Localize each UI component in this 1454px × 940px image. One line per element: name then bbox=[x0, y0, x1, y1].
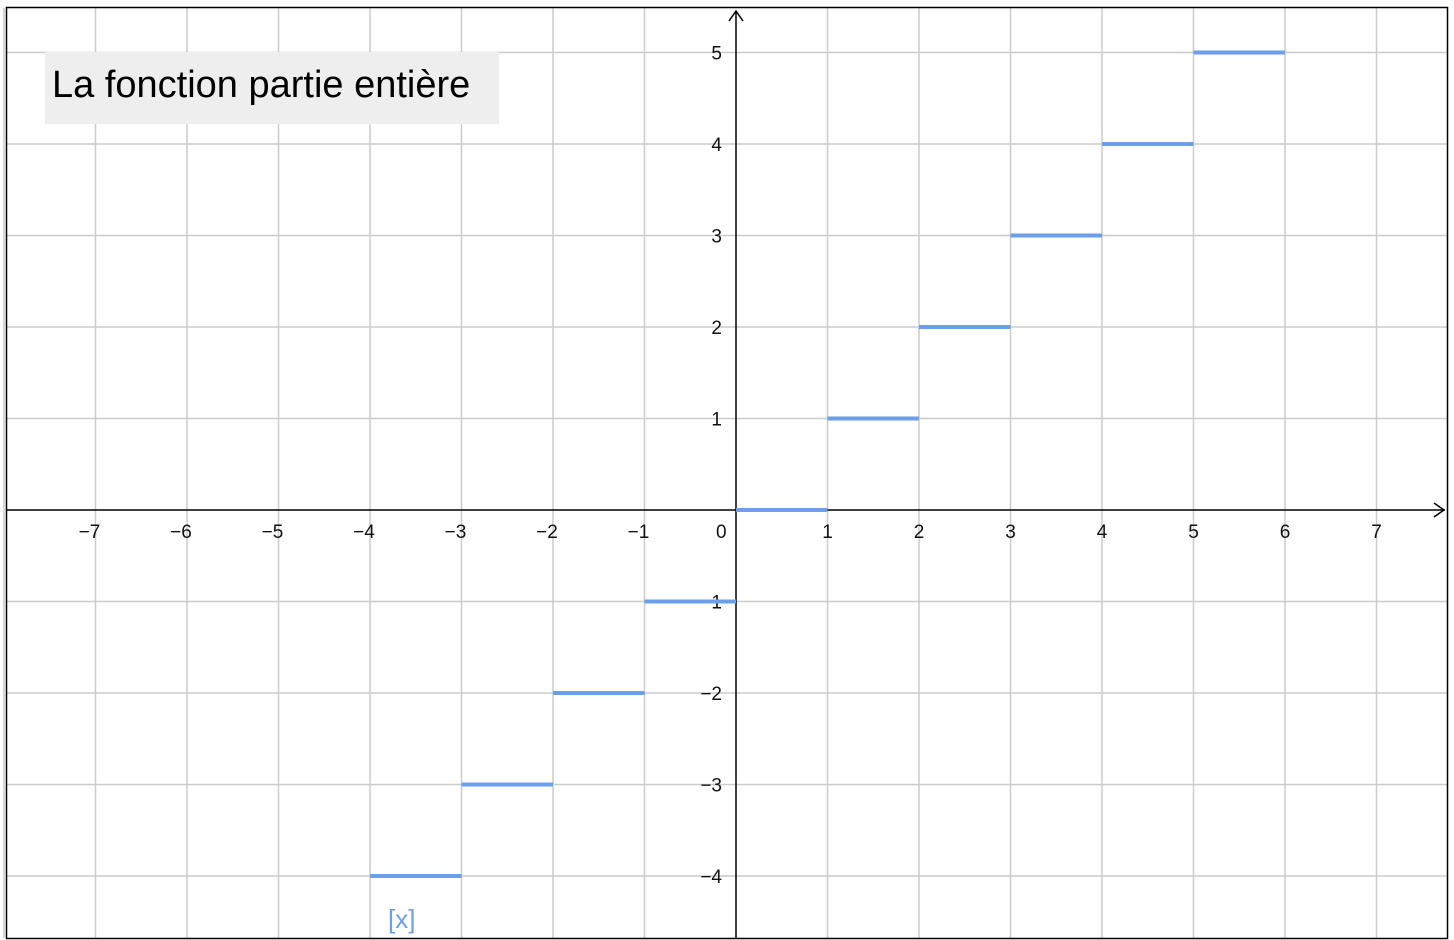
x-tick-label: −1 bbox=[628, 522, 650, 543]
axes bbox=[7, 9, 1446, 938]
function-label: [x] bbox=[388, 904, 415, 934]
series-floor bbox=[370, 50, 1285, 878]
x-tick-label: −7 bbox=[79, 522, 101, 543]
y-tick-label: −2 bbox=[700, 684, 722, 705]
x-tick-label: −2 bbox=[536, 522, 558, 543]
x-tick-label: −6 bbox=[170, 522, 192, 543]
x-tick-label: 6 bbox=[1280, 522, 1291, 543]
page-title: La fonction partie entière bbox=[52, 64, 471, 106]
grid bbox=[3, 8, 1447, 938]
x-tick-label: 0 bbox=[716, 522, 727, 543]
y-axis-arrow bbox=[728, 9, 744, 22]
x-tick-label: 7 bbox=[1371, 522, 1382, 543]
y-tick-label: 3 bbox=[711, 227, 722, 248]
x-tick-label: 1 bbox=[822, 522, 833, 543]
y-tick-label: 2 bbox=[711, 318, 722, 339]
y-tick-label: −3 bbox=[700, 776, 722, 797]
x-tick-label: −5 bbox=[262, 522, 284, 543]
title-box bbox=[45, 52, 499, 124]
y-tick-label: −4 bbox=[700, 867, 722, 888]
y-tick-label: 1 bbox=[711, 410, 722, 431]
x-tick-label: 5 bbox=[1188, 522, 1199, 543]
x-tick-label: 3 bbox=[1005, 522, 1016, 543]
y-tick-label: 4 bbox=[711, 135, 722, 156]
border bbox=[5, 6, 1449, 940]
x-tick-label: −3 bbox=[445, 522, 467, 543]
x-tick-label: −4 bbox=[353, 522, 375, 543]
y-tick-label: 5 bbox=[711, 44, 722, 65]
x-tick-label: 2 bbox=[914, 522, 925, 543]
x-tick-label: 4 bbox=[1097, 522, 1108, 543]
x-axis-arrow bbox=[1433, 502, 1446, 518]
